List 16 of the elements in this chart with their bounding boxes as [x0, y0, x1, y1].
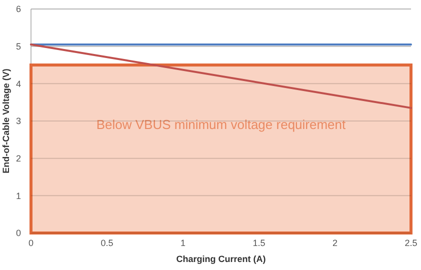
x-tick-label: 1.5: [252, 238, 266, 248]
x-tick-label: 0.5: [100, 238, 114, 248]
x-tick-label: 1: [180, 238, 186, 248]
band-label: Below VBUS minimum voltage requirement: [96, 116, 346, 132]
y-tick-label: 3: [16, 116, 21, 126]
y-tick-label: 4: [16, 78, 21, 89]
y-axis-title: End-of-Cable Voltage (V): [1, 68, 11, 174]
y-tick-label: 0: [16, 228, 21, 238]
y-tick-label: 2: [16, 153, 21, 164]
y-tick-label: 6: [16, 4, 21, 14]
y-tick-label: 1: [16, 190, 21, 201]
x-tick-label: 2: [332, 238, 338, 248]
y-tick-label: 5: [16, 41, 21, 52]
x-tick-label: 2.5: [404, 238, 418, 248]
x-axis-title: Charging Current (A): [176, 254, 266, 264]
x-tick-label: 0: [28, 238, 34, 248]
